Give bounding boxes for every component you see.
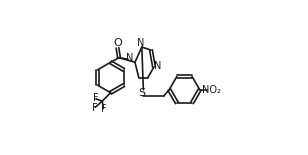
Text: N: N xyxy=(137,38,145,48)
Text: F: F xyxy=(93,93,98,103)
Text: S: S xyxy=(138,89,145,98)
Text: F: F xyxy=(92,103,97,113)
Text: NO₂: NO₂ xyxy=(202,85,221,95)
Text: O: O xyxy=(113,38,122,48)
Text: N: N xyxy=(126,53,134,63)
Text: F: F xyxy=(101,104,107,114)
Text: N: N xyxy=(154,61,161,71)
